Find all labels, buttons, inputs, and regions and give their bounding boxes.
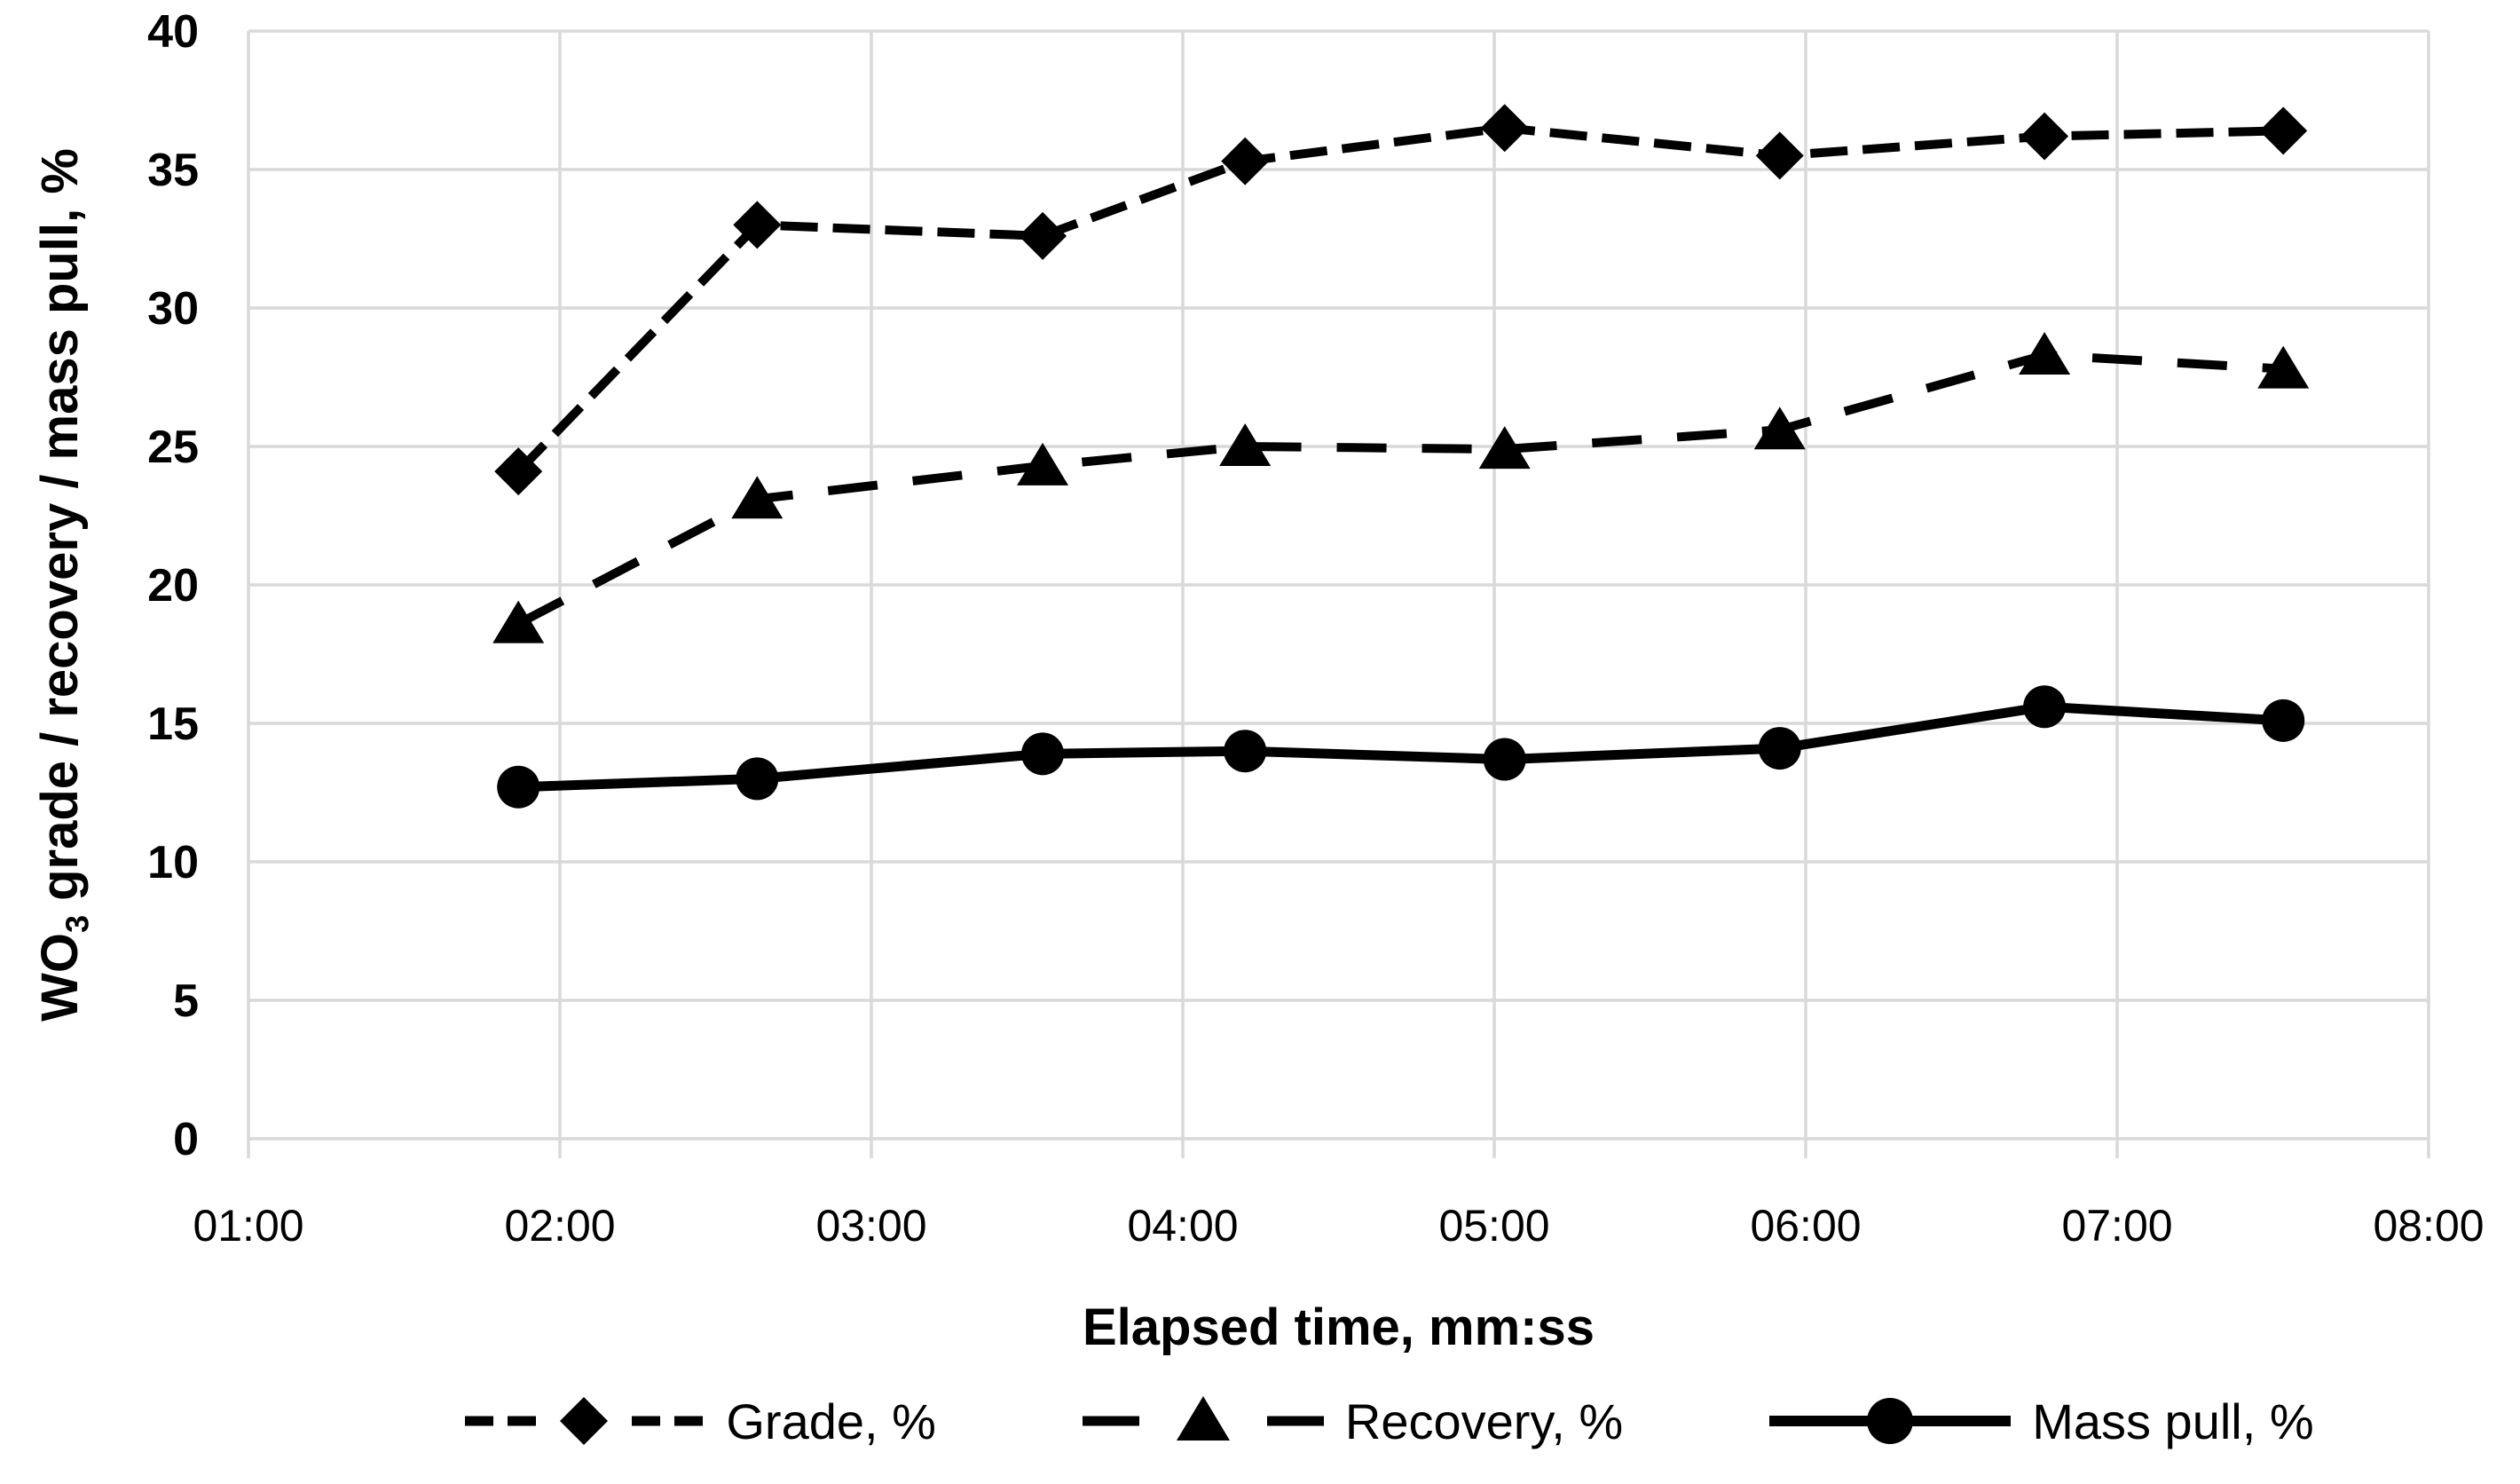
circle-marker xyxy=(1758,727,1801,770)
grade-line-diamond-icon xyxy=(465,1397,704,1445)
legend-item-mass-pull: Mass pull, % xyxy=(1769,1393,2314,1450)
circle-marker xyxy=(736,757,779,801)
triangle-marker xyxy=(2257,345,2310,389)
triangle-marker xyxy=(1753,407,1806,450)
circle-marker xyxy=(497,765,540,809)
x-tick-label: 07:00 xyxy=(2061,1201,2172,1251)
series-line xyxy=(518,701,2284,793)
y-tick-label: 30 xyxy=(147,283,199,335)
x-tick-label: 08:00 xyxy=(2373,1201,2484,1251)
y-axis-title-suffix: grade / recovery / mass pull, % xyxy=(31,148,89,916)
y-tick-label: 15 xyxy=(147,699,199,750)
circle-marker xyxy=(2262,699,2305,742)
series-line xyxy=(515,123,2284,475)
x-tick-label: 06:00 xyxy=(1750,1201,1861,1251)
series-grade xyxy=(494,104,2308,496)
diamond-marker xyxy=(2259,107,2308,155)
y-tick-label: 0 xyxy=(173,1114,199,1165)
x-tick-label: 03:00 xyxy=(815,1201,926,1251)
x-tick-label: 01:00 xyxy=(193,1201,303,1251)
x-axis-title: Elapsed time, mm:ss xyxy=(1083,1298,1595,1356)
series-mass-pull xyxy=(497,685,2305,809)
x-tick-label: 05:00 xyxy=(1438,1201,1549,1251)
recovery-line-triangle-icon xyxy=(1082,1396,1324,1441)
y-axis-title: WO3 grade / recovery / mass pull, % xyxy=(30,31,97,1139)
diamond-marker xyxy=(2020,112,2069,161)
y-axis-title-subscript: 3 xyxy=(59,915,96,934)
gridlines xyxy=(247,29,2430,1158)
circle-marker xyxy=(1021,732,1065,776)
triangle-marker xyxy=(1219,423,1272,466)
y-tick-label: 25 xyxy=(147,422,199,473)
y-tick-label: 40 xyxy=(147,6,199,58)
x-tick-label: 04:00 xyxy=(1127,1201,1238,1251)
triangle-marker xyxy=(731,476,784,519)
x-tick-labels: 01:00 02:00 03:00 04:00 05:00 06:00 07:00 08:00 xyxy=(193,1201,2484,1251)
legend-item-grade: Grade, % xyxy=(463,1393,936,1450)
y-axis-title-prefix: WO xyxy=(31,933,89,1022)
y-tick-label: 5 xyxy=(173,975,199,1027)
legend-item-recovery: Recovery, % xyxy=(1082,1393,1624,1450)
diamond-marker xyxy=(733,201,782,249)
legend-label-mass-pull: Mass pull, % xyxy=(2032,1393,2314,1449)
y-tick-label: 20 xyxy=(147,560,199,612)
x-tick-label: 02:00 xyxy=(504,1201,615,1251)
diamond-marker xyxy=(1480,104,1529,153)
series-line xyxy=(516,350,2284,628)
mass-pull-line-circle-icon xyxy=(1769,1398,2012,1444)
legend-label-grade: Grade, % xyxy=(726,1393,936,1449)
diamond-marker xyxy=(1019,211,1067,260)
diamond-marker xyxy=(1221,137,1270,186)
circle-marker xyxy=(1483,738,1526,781)
triangle-marker xyxy=(2019,332,2071,375)
triangle-marker xyxy=(1017,442,1069,485)
legend-label-recovery: Recovery, % xyxy=(1344,1393,1624,1449)
diamond-marker xyxy=(494,447,543,496)
series-recovery xyxy=(492,332,2310,643)
y-tick-labels: 0 5 10 15 20 25 30 35 40 xyxy=(147,6,199,1165)
circle-marker xyxy=(2023,685,2067,729)
triangle-marker xyxy=(492,600,545,643)
triangle-marker xyxy=(1478,426,1531,470)
legend: Grade, % Recovery, % Mass pull, % xyxy=(0,1381,2520,1461)
y-tick-label: 10 xyxy=(147,837,199,888)
y-tick-label: 35 xyxy=(147,145,199,196)
diamond-marker xyxy=(1755,131,1804,180)
circle-marker xyxy=(1224,730,1267,773)
